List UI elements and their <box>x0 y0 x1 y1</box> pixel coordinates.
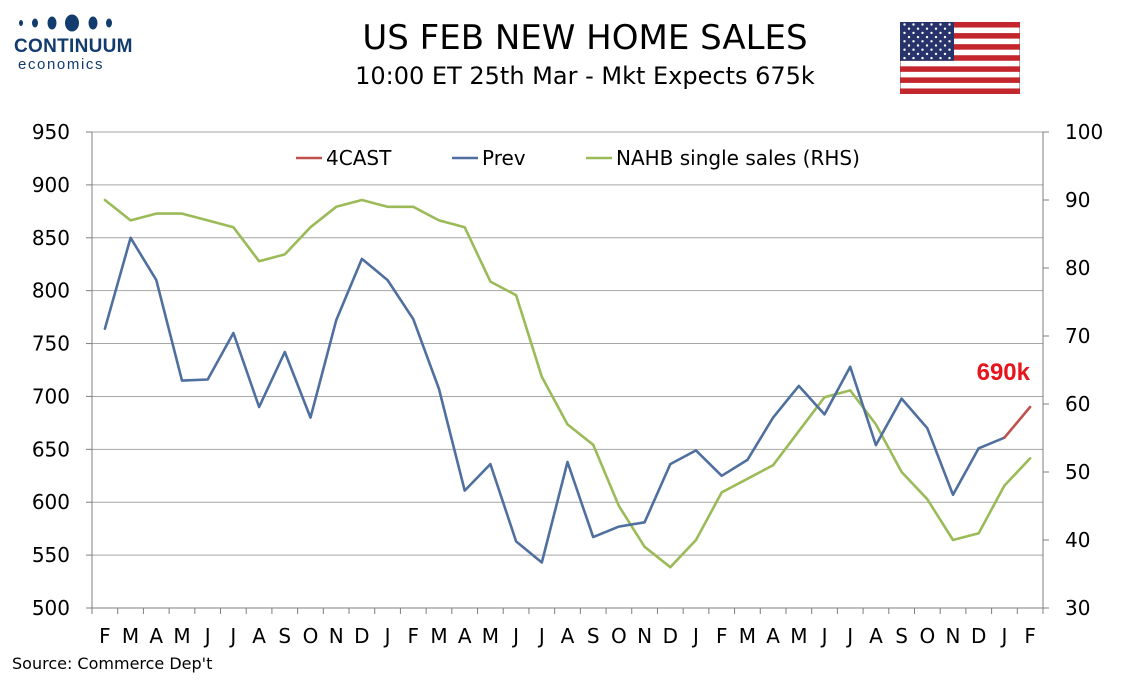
right-axis-tick-label: 100 <box>1065 120 1103 144</box>
left-axis-tick-label: 800 <box>32 279 70 303</box>
right-axis-tick-label: 30 <box>1065 596 1090 620</box>
x-axis-tick-label: J <box>691 624 699 648</box>
x-axis-tick-label: J <box>999 624 1007 648</box>
legend-label: NAHB single sales (RHS) <box>616 146 860 170</box>
brand-name: CONTINUUM <box>14 36 133 57</box>
x-axis-tick-label: N <box>329 624 344 648</box>
x-axis-tick-label: J <box>820 624 828 648</box>
us-flag-icon <box>900 22 1020 94</box>
x-axis-tick-label: M <box>173 624 190 648</box>
left-axis-tick-label: 900 <box>32 173 70 197</box>
legend-label: Prev <box>482 146 526 170</box>
right-axis-tick-label: 90 <box>1065 188 1090 212</box>
x-axis-tick-label: S <box>278 624 291 648</box>
x-axis-tick-label: J <box>383 624 391 648</box>
x-axis-tick-label: D <box>354 624 369 648</box>
x-axis-tick-label: J <box>845 624 853 648</box>
x-axis-tick-label: A <box>252 624 266 648</box>
forecast-value-label: 690k <box>977 359 1031 386</box>
legend: 4CAST Prev NAHB single sales (RHS) <box>296 146 860 170</box>
x-axis-tick-label: A <box>869 624 883 648</box>
series-line-prev <box>103 236 1006 564</box>
source-note: Source: Commerce Dep't <box>12 654 213 673</box>
x-axis-tick-label: M <box>790 624 807 648</box>
x-axis-tick-label: A <box>458 624 472 648</box>
left-axis-tick-label: 850 <box>32 226 70 250</box>
x-axis-tick-label: O <box>919 624 935 648</box>
x-axis-tick-label: J <box>511 624 519 648</box>
right-axis-tick-label: 80 <box>1065 256 1090 280</box>
legend-label: 4CAST <box>326 146 392 170</box>
brand-sub: economics <box>18 56 105 73</box>
right-axis-tick-label: 50 <box>1065 460 1090 484</box>
x-axis-tick-label: M <box>122 624 139 648</box>
x-axis-tick-label: J <box>537 624 545 648</box>
x-axis-tick-label: M <box>739 624 756 648</box>
left-axis-tick-label: 500 <box>32 596 70 620</box>
x-axis-tick-label: D <box>663 624 678 648</box>
left-axis-tick-label: 650 <box>32 437 70 461</box>
left-axis-tick-label: 550 <box>32 543 70 567</box>
right-axis-tick-label: 70 <box>1065 324 1090 348</box>
x-axis-tick-label: O <box>303 624 319 648</box>
x-axis-tick-label: F <box>716 624 728 648</box>
x-axis-tick-label: F <box>99 624 111 648</box>
right-axis-tick-label: 60 <box>1065 392 1090 416</box>
chart-title: US FEB NEW HOME SALES <box>362 18 808 58</box>
x-axis-tick-label: S <box>895 624 908 648</box>
x-axis-tick-label: N <box>637 624 652 648</box>
left-axis-tick-label: 950 <box>32 120 70 144</box>
x-axis-tick-label: F <box>1024 624 1036 648</box>
x-axis-tick-label: A <box>149 624 163 648</box>
x-axis-tick-label: A <box>561 624 575 648</box>
series-line-nahb-single-sales-rhs <box>103 198 1032 569</box>
x-axis-tick-label: A <box>766 624 780 648</box>
x-axis-tick-label: J <box>228 624 236 648</box>
x-axis-tick-label: N <box>946 624 961 648</box>
logo-dots-icon <box>19 14 112 32</box>
left-axis-tick-label: 750 <box>32 332 70 356</box>
x-axis-tick-label: O <box>611 624 627 648</box>
x-axis-tick-label: F <box>408 624 420 648</box>
right-axis-tick-label: 40 <box>1065 528 1090 552</box>
chart-subtitle: 10:00 ET 25th Mar - Mkt Expects 675k <box>355 62 815 90</box>
x-axis-tick-label: J <box>203 624 211 648</box>
x-axis-tick-label: M <box>482 624 499 648</box>
x-axis-tick-label: D <box>971 624 986 648</box>
x-axis-tick-label: S <box>587 624 600 648</box>
x-axis-tick-label: M <box>430 624 447 648</box>
left-axis-tick-label: 700 <box>32 384 70 408</box>
left-axis-tick-label: 600 <box>32 490 70 514</box>
series-line-4cast <box>1003 405 1032 439</box>
